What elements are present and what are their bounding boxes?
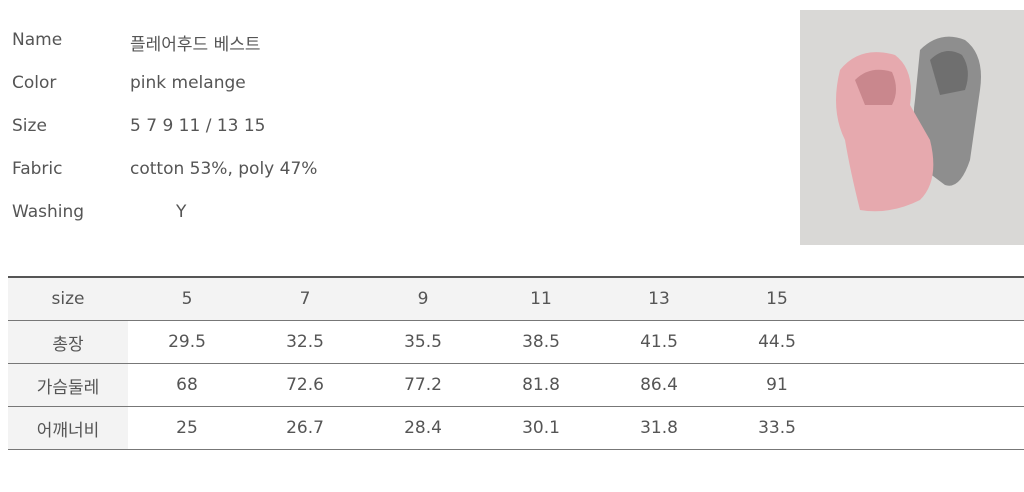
info-row: Size 5 7 9 11 / 13 15 [12,116,512,159]
info-label: Fabric [12,159,63,179]
cell: 68 [128,363,246,407]
table-row: 가슴둘레 68 72.6 77.2 81.8 86.4 91 [8,363,1024,407]
row-label: size [8,276,128,321]
cell: 32.5 [246,320,364,364]
cell: 13 [600,276,718,321]
info-row: Name 플레어후드 베스트 [12,30,512,73]
info-row: Washing Y [12,202,512,245]
cell: 9 [364,276,482,321]
info-value: 플레어후드 베스트 [130,35,261,55]
cell: 38.5 [482,320,600,364]
info-row: Color pink melange [12,73,512,116]
size-table: size 5 7 9 11 13 15 총장 29.5 32.5 35.5 38.5 41.5 44.5 가… [8,276,1024,450]
cell-empty [836,320,1024,364]
cell-empty [836,406,1024,450]
cell: 31.8 [600,406,718,450]
cell: 15 [718,276,836,321]
cell-empty [836,363,1024,407]
cell: 77.2 [364,363,482,407]
cell: 26.7 [246,406,364,450]
row-label: 총장 [8,320,128,364]
cell: 91 [718,363,836,407]
info-label: Name [12,30,63,50]
cell: 29.5 [128,320,246,364]
table-row: 총장 29.5 32.5 35.5 38.5 41.5 44.5 [8,320,1024,364]
cell: 86.4 [600,363,718,407]
info-value: 5 7 9 11 / 13 15 [130,116,266,136]
info-label: Size [12,116,47,136]
info-value: Y [176,202,187,222]
row-label: 가슴둘레 [8,363,128,407]
cell: 5 [128,276,246,321]
cell: 35.5 [364,320,482,364]
cell: 28.4 [364,406,482,450]
cell: 25 [128,406,246,450]
cell: 41.5 [600,320,718,364]
cell: 33.5 [718,406,836,450]
cell: 81.8 [482,363,600,407]
info-value: cotton 53%, poly 47% [130,159,318,179]
table-row: 어깨너비 25 26.7 28.4 30.1 31.8 33.5 [8,406,1024,450]
cell: 30.1 [482,406,600,450]
info-label: Color [12,73,57,93]
info-value: pink melange [130,73,246,93]
table-row: size 5 7 9 11 13 15 [8,276,1024,321]
info-row: Fabric cotton 53%, poly 47% [12,159,512,202]
row-label: 어깨너비 [8,406,128,450]
cell: 72.6 [246,363,364,407]
info-label: Washing [12,202,85,222]
product-photo [800,10,1024,245]
cell: 7 [246,276,364,321]
cell: 44.5 [718,320,836,364]
cell: 11 [482,276,600,321]
cell-empty [836,276,1024,321]
